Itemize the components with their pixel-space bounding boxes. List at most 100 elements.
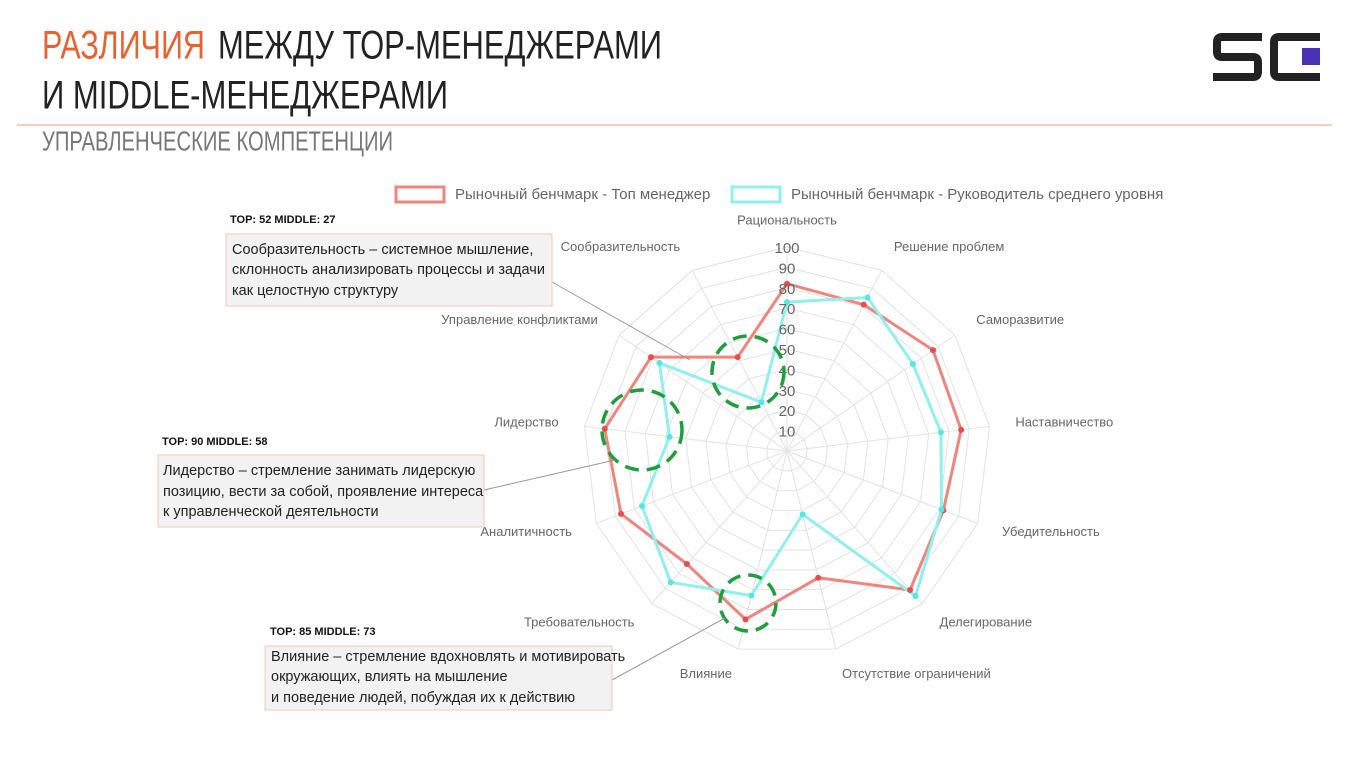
legend-swatch	[730, 185, 782, 204]
data-point	[734, 354, 741, 361]
annotation-tag: TOP: 52 MIDDLE: 27	[230, 214, 336, 226]
legend: Рыночный бенчмарк - Топ менеджер Рыночный…	[394, 185, 1163, 204]
spoke	[651, 450, 788, 605]
grid-line	[583, 246, 991, 650]
spoke	[584, 425, 788, 452]
annotation: TOP: 90 MIDDLE: 58 Лидерство – стремлени…	[157, 436, 616, 528]
spoke	[737, 450, 788, 650]
data-point	[799, 511, 806, 518]
spoke	[786, 425, 990, 452]
title: МЕЖДУ ТОР-МЕНЕДЖЕРАМИ	[218, 24, 662, 68]
title: И MIDDLE-МЕНЕДЖЕРАМИ	[42, 74, 448, 118]
data-point	[639, 502, 646, 509]
annotation-text: Сообразительность – системное мышление,	[232, 242, 533, 258]
spoke	[691, 270, 788, 452]
grid-line	[664, 328, 910, 571]
annotation-tag: TOP: 90 MIDDLE: 58	[162, 436, 268, 448]
data-point	[937, 429, 944, 436]
annotation-text: окружающих, влиять на мышление	[271, 669, 508, 685]
annotation: TOP: 52 MIDDLE: 27 Сообразительность – с…	[225, 214, 691, 361]
data-point	[864, 294, 871, 301]
data-point	[784, 299, 790, 306]
title-highlight: РАЗЛИЧИЯ	[42, 24, 205, 68]
data-point	[601, 425, 608, 432]
spoke	[786, 334, 956, 452]
data-point	[648, 354, 655, 361]
data-point	[656, 359, 663, 366]
data-point	[667, 579, 674, 586]
spoke	[786, 270, 883, 452]
series-line	[640, 295, 944, 598]
data-point	[618, 510, 625, 517]
annotation-text: позицию, вести за собой, проявление инте…	[163, 484, 484, 500]
grid-line	[745, 409, 829, 492]
axis-label: Наставничество	[1015, 415, 1113, 430]
r-tick-label: 100	[774, 240, 799, 257]
data-point	[909, 361, 916, 368]
data-point	[930, 347, 937, 354]
spoke	[596, 450, 788, 524]
grid-line	[604, 266, 970, 630]
data-point	[742, 616, 749, 623]
axis-label: Аналитичность	[480, 524, 572, 539]
axis-label: Делегирование	[940, 615, 1033, 630]
axis-label: Лидерство	[494, 415, 558, 430]
data-point	[758, 399, 765, 406]
grid-line	[685, 348, 889, 551]
r-tick-label: 80	[779, 281, 796, 298]
annotation-text: к управленческой деятельности	[163, 504, 379, 520]
axis-label: Решение проблем	[894, 239, 1004, 254]
annotation-tag: TOP: 85 MIDDLE: 73	[270, 626, 376, 638]
subtitle: УПРАВЛЕНЧЕСКИЕ КОМПЕТЕНЦИИ	[42, 125, 393, 156]
axis-label: Требовательность	[524, 615, 635, 630]
data-point	[815, 574, 822, 581]
annotation-text: склонность анализировать процессы и зада…	[232, 262, 545, 278]
r-tick-label: 60	[779, 322, 796, 339]
data-point	[907, 586, 914, 593]
data-point	[784, 280, 790, 287]
axis-label: Управление конфликтами	[441, 312, 597, 327]
logo	[1213, 33, 1320, 81]
data-point	[683, 560, 690, 567]
spoke	[618, 334, 788, 452]
plot: 10 20 30 40 50 60 70 80 90 100	[601, 240, 965, 623]
r-tick-label: 30	[779, 383, 796, 400]
grid-line	[624, 287, 950, 610]
axis-label: Влияние	[680, 666, 732, 681]
axis-label: Рациональность	[737, 212, 837, 227]
r-tick-label: 90	[779, 260, 796, 277]
data-point	[666, 433, 673, 440]
legend-label: Рыночный бенчмарк - Топ менеджер	[455, 186, 710, 203]
r-tick-label: 50	[779, 342, 796, 359]
annotation: TOP: 85 MIDDLE: 73 Влияние – стремление …	[264, 617, 726, 711]
legend-swatch	[394, 185, 446, 204]
annotation-text: и поведение людей, побуждая их к действи…	[271, 690, 575, 706]
annotation-text: Лидерство – стремление занимать лидерску…	[163, 463, 475, 479]
axis-label: Убедительность	[1002, 524, 1100, 539]
r-tick-label: 40	[779, 362, 796, 379]
annotation-text: Влияние – стремление вдохновлять и мотив…	[271, 649, 625, 665]
data-point	[912, 593, 919, 600]
spoke	[786, 450, 923, 605]
radar-grid: Рациональность Решение проблем Саморазвити…	[441, 212, 1113, 680]
annotation-text: как целостную структуру	[232, 283, 399, 299]
axis-label: Саморазвитие	[976, 312, 1064, 327]
data-point	[748, 592, 755, 599]
grid-line	[705, 368, 869, 531]
r-tick-label: 20	[779, 403, 796, 420]
legend-label: Рыночный бенчмарк - Руководитель среднег…	[791, 186, 1163, 203]
grid-line	[725, 389, 849, 511]
r-tick-label: 70	[779, 301, 796, 318]
data-point	[958, 426, 965, 433]
spoke	[786, 450, 837, 650]
data-point	[938, 506, 945, 513]
grid-line	[766, 430, 808, 472]
axis-label: Отсутствие ограничений	[842, 666, 991, 681]
data-point	[860, 301, 867, 308]
axis-label: Сообразительность	[561, 239, 681, 254]
grid-line	[644, 307, 930, 591]
r-tick-label: 10	[779, 424, 796, 441]
highlight-circles	[600, 334, 786, 633]
series-line	[603, 282, 963, 621]
